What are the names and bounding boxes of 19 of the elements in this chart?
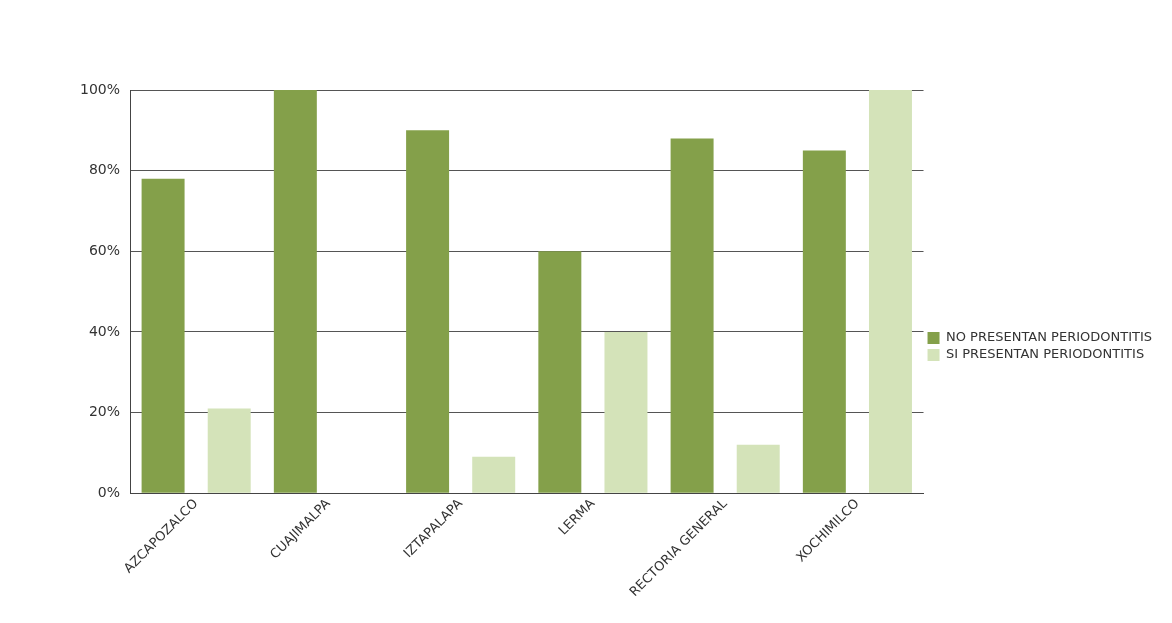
bar	[736, 444, 780, 493]
y-tick-label: 100%	[79, 80, 121, 97]
bar	[670, 138, 714, 493]
y-tick-label: 40%	[88, 322, 121, 339]
bar	[406, 130, 450, 493]
y-tick-label: 20%	[88, 403, 121, 420]
bar	[604, 331, 648, 493]
legend-label: NO PRESENTAN PERIODONTITIS	[946, 329, 1152, 345]
legend-label: SI PRESENTAN PERIODONTITIS	[946, 346, 1145, 362]
bar	[868, 90, 912, 493]
bar	[802, 150, 846, 493]
bar	[207, 408, 251, 493]
y-tick-label: 0%	[97, 483, 121, 500]
bar	[538, 251, 582, 493]
bar	[472, 456, 516, 493]
bar	[273, 90, 317, 493]
bar	[141, 178, 185, 493]
y-tick-label: 80%	[88, 161, 121, 178]
y-tick-label: 60%	[88, 241, 121, 258]
